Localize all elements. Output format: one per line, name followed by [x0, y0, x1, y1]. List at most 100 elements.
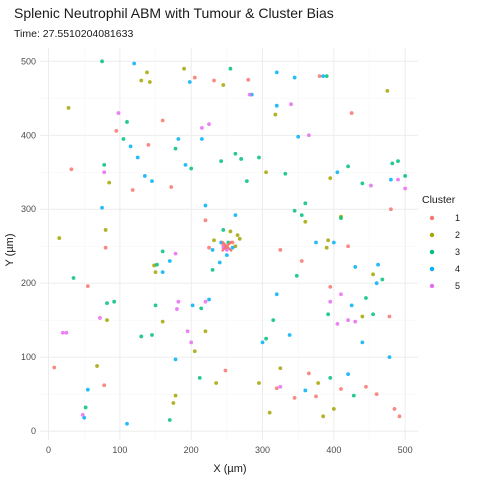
point-cluster-5	[328, 299, 333, 304]
point-cluster-3	[324, 74, 329, 79]
x-tick-label: 200	[184, 445, 199, 455]
point-cluster-1	[212, 78, 216, 83]
point-cluster-5	[335, 321, 340, 326]
point-cluster-3	[371, 312, 375, 317]
point-cluster-5	[403, 186, 408, 191]
point-cluster-3	[283, 171, 288, 176]
point-cluster-1	[52, 365, 57, 370]
point-cluster-2	[212, 238, 216, 243]
x-tick-label: 0	[46, 445, 51, 455]
point-cluster-4	[360, 340, 365, 345]
legend-label-cluster-3: 3	[455, 247, 460, 257]
point-cluster-2	[173, 393, 178, 398]
point-cluster-5	[116, 111, 121, 115]
point-cluster-3	[210, 267, 215, 272]
x-axis-label: X (µm)	[213, 463, 246, 475]
point-cluster-4	[82, 415, 87, 420]
point-cluster-3	[155, 262, 159, 267]
point-cluster-3	[294, 273, 299, 278]
point-cluster-3	[197, 375, 202, 380]
point-cluster-2	[152, 263, 157, 268]
point-cluster-3	[299, 213, 304, 218]
y-tick-label: 0	[31, 426, 36, 436]
point-cluster-2	[192, 349, 197, 354]
y-axis-label: Y (µm)	[4, 233, 16, 266]
point-cluster-3	[100, 59, 104, 64]
point-cluster-4	[331, 240, 336, 245]
axis-ticks: 0 100 200 300 400 500 0 100 200 300 400 500	[21, 56, 413, 455]
point-cluster-2	[57, 236, 62, 240]
legend-key-cluster-1	[429, 215, 435, 221]
point-cluster-2	[153, 270, 158, 275]
point-cluster-2	[326, 238, 331, 243]
legend-title: Cluster	[422, 194, 456, 206]
point-cluster-3	[303, 201, 308, 206]
point-cluster-4	[224, 253, 229, 257]
point-cluster-4	[183, 162, 188, 167]
point-cluster-4	[321, 74, 326, 79]
point-cluster-2	[214, 381, 219, 385]
point-cluster-2	[328, 176, 333, 181]
point-cluster-2	[267, 410, 272, 415]
point-cluster-1	[203, 218, 208, 223]
point-cluster-4	[176, 137, 181, 141]
point-cluster-4	[374, 281, 379, 286]
point-cluster-4	[346, 372, 351, 377]
point-cluster-4	[142, 174, 147, 178]
point-cluster-4	[100, 205, 104, 210]
point-cluster-1	[130, 188, 135, 192]
point-cluster-2	[139, 78, 144, 83]
point-cluster-5	[247, 92, 252, 97]
point-cluster-3	[233, 151, 238, 156]
point-cluster-5	[185, 329, 190, 334]
point-cluster-1	[387, 314, 392, 319]
point-cluster-2	[303, 219, 308, 224]
point-cluster-3	[102, 162, 107, 167]
point-cluster-2	[182, 66, 186, 71]
point-cluster-2	[66, 106, 71, 110]
point-cluster-1	[69, 167, 74, 172]
point-cluster-4	[349, 303, 354, 308]
point-cluster-4	[85, 387, 90, 392]
point-cluster-4	[274, 103, 279, 108]
chart-subtitle: Time: 27.5510204081633	[14, 28, 133, 40]
point-cluster-3	[83, 405, 88, 410]
point-cluster-5	[289, 102, 293, 107]
point-cluster-1	[292, 395, 297, 400]
point-cluster-2	[278, 366, 283, 371]
point-cluster-1	[169, 185, 174, 189]
point-cluster-4	[260, 340, 265, 345]
point-cluster-3	[239, 157, 244, 161]
point-cluster-4	[233, 213, 238, 218]
point-cluster-3	[326, 312, 331, 317]
point-cluster-1	[328, 284, 333, 289]
point-cluster-4	[217, 260, 222, 265]
y-tick-label: 200	[21, 278, 36, 288]
point-cluster-4	[160, 270, 165, 275]
point-cluster-5	[98, 316, 102, 320]
y-tick-label: 400	[21, 130, 36, 140]
point-cluster-3	[360, 181, 365, 186]
point-cluster-2	[371, 272, 375, 277]
point-cluster-5	[346, 318, 351, 323]
point-cluster-3	[105, 301, 109, 306]
point-cluster-3	[403, 174, 408, 178]
point-cluster-2	[203, 329, 208, 334]
point-cluster-3	[139, 334, 144, 339]
legend-label-cluster-1: 1	[455, 213, 460, 223]
point-cluster-5	[102, 170, 107, 175]
point-cluster-5	[189, 340, 194, 345]
point-cluster-1	[223, 368, 228, 373]
point-cluster-5	[369, 183, 373, 188]
center-marker-group	[221, 240, 233, 252]
point-cluster-1	[278, 248, 283, 252]
point-cluster-2	[331, 407, 336, 411]
point-cluster-3	[264, 336, 268, 341]
point-cluster-4	[388, 177, 393, 182]
point-cluster-2	[171, 401, 176, 405]
point-cluster-1	[207, 245, 211, 250]
legend-label-cluster-2: 2	[455, 230, 460, 240]
point-cluster-4	[230, 245, 235, 250]
point-cluster-2	[95, 364, 99, 368]
